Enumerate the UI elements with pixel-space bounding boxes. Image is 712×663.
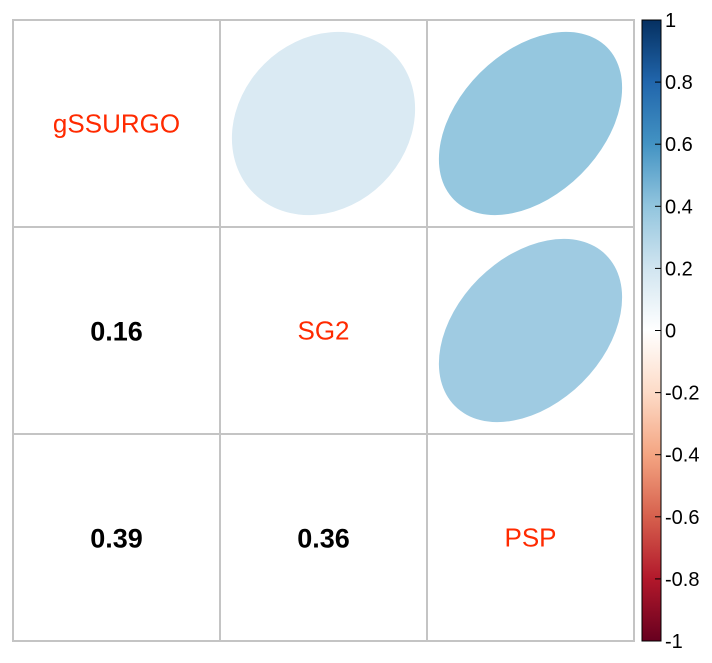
cell-PSP-SG2: [219, 433, 428, 642]
coefficient-label: 0.36: [297, 524, 350, 554]
cell-text: gSSURGO 0.16 SG2 0.39 0.36 PSP: [53, 109, 557, 554]
colorbar-tick-label: -0.2: [665, 383, 699, 405]
colorbar-tick-label: -0.4: [665, 445, 699, 467]
cell-SG2-SG2: [219, 226, 428, 435]
cell-PSP-PSP: [426, 433, 635, 642]
colorbar-tick-label: 1: [665, 10, 676, 32]
colorbar-tick-label: 0.4: [665, 196, 693, 218]
colorbar-tick-label: 0.8: [665, 72, 693, 94]
ellipse-marks: [231, 31, 623, 423]
color-legend: 1 0.8 0.6 0.4 0.2 0 -0.2 -0.4 -0.6 -0.8 -1: [641, 10, 699, 653]
coefficient-label: 0.16: [90, 317, 143, 347]
variable-label-PSP: PSP: [504, 523, 556, 553]
ellipse-gSSURGO-SG2: [231, 31, 416, 216]
colorbar-tick-label: -0.8: [665, 569, 699, 591]
colorbar-tick-label: -0.6: [665, 507, 699, 529]
ellipse-SG2-PSP: [438, 238, 623, 423]
coefficient-label: 0.39: [90, 524, 143, 554]
colorbar-tick-label: -1: [665, 631, 683, 653]
colorbar-tick-label: 0.2: [665, 258, 693, 280]
variable-label-gSSURGO: gSSURGO: [53, 109, 180, 139]
colorbar-tick-label: 0.6: [665, 134, 693, 156]
cell-SG2-gSSURGO: [12, 226, 221, 435]
cell-gSSURGO-gSSURGO: [12, 19, 221, 228]
ellipse-gSSURGO-PSP: [438, 31, 623, 216]
colorbar-tick-label: 0: [665, 321, 676, 343]
cell-PSP-gSSURGO: [12, 433, 221, 642]
variable-label-SG2: SG2: [297, 316, 349, 346]
